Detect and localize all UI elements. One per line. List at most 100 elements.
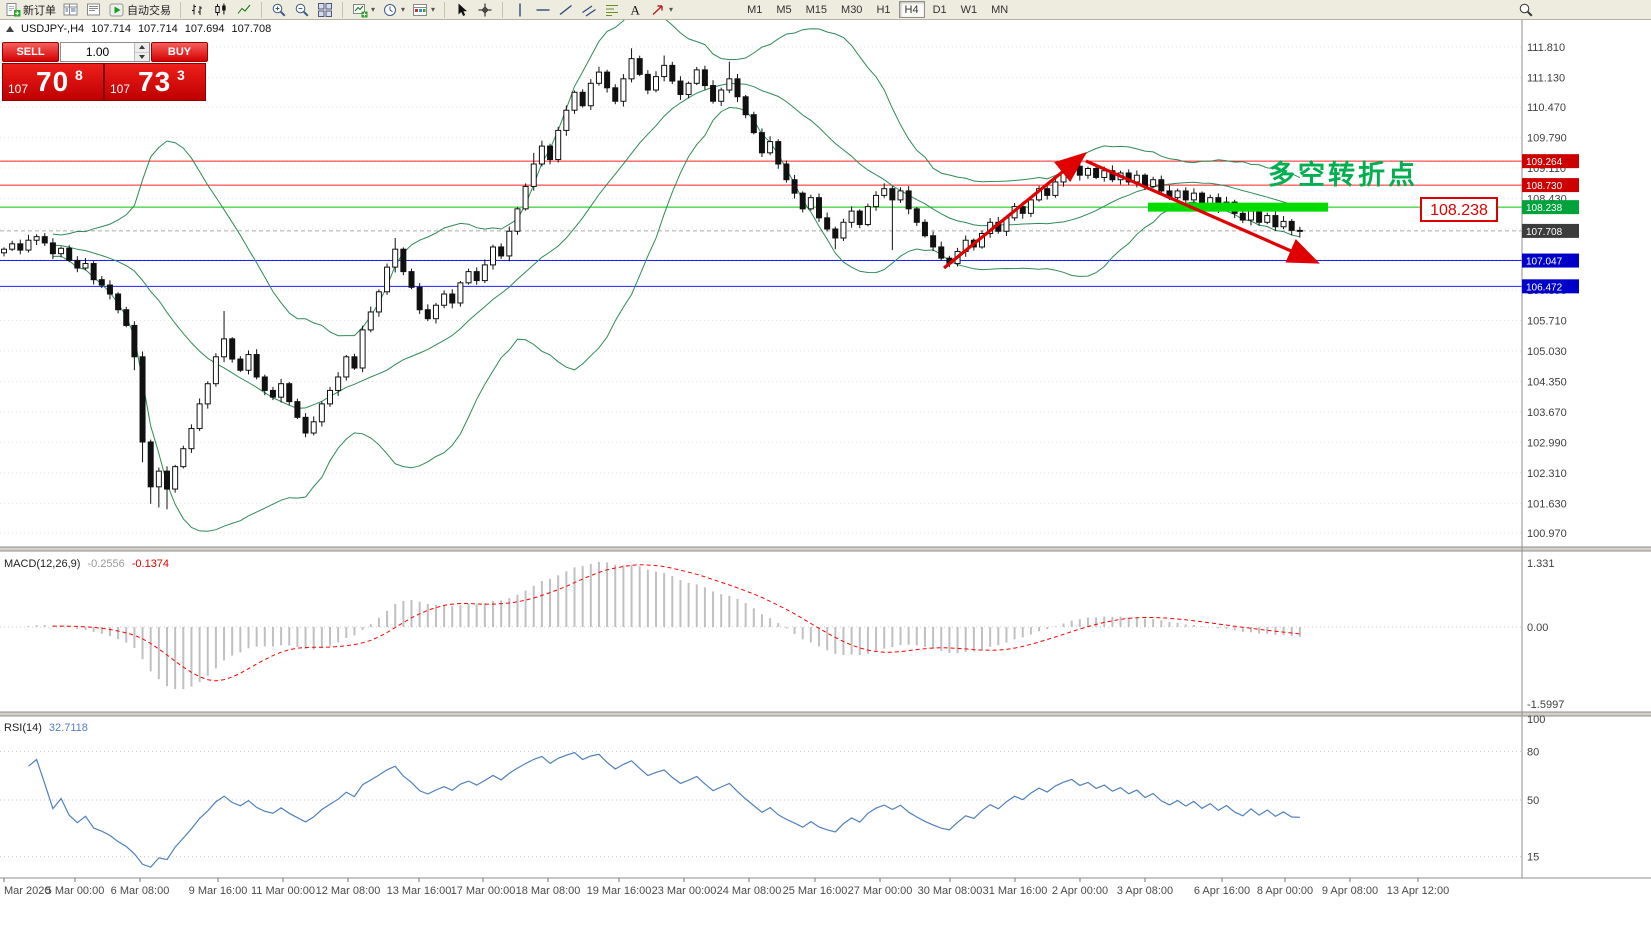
svg-text:19 Mar 16:00: 19 Mar 16:00: [587, 885, 652, 897]
lot-increase-button[interactable]: [135, 43, 149, 53]
horizontal-line-icon: [535, 2, 551, 18]
panel-splitter[interactable]: [0, 547, 1651, 551]
search-button[interactable]: [1515, 1, 1537, 19]
svg-text:106.472: 106.472: [1526, 282, 1563, 293]
lot-size-input[interactable]: [61, 43, 134, 61]
sell-price-pips: 70: [36, 66, 70, 97]
tile-windows-button[interactable]: [314, 1, 336, 19]
new-chart-button[interactable]: ▾: [349, 1, 378, 19]
cursor-icon: [454, 2, 470, 18]
autotrading-button-label: 自动交易: [127, 4, 171, 17]
bb-upper-band: [52, 20, 1301, 337]
market-watch-button[interactable]: [60, 1, 82, 19]
new-order-icon: [5, 2, 21, 18]
timeframe-mn-button[interactable]: MN: [985, 1, 1014, 18]
zoom-in-icon: [271, 2, 287, 18]
candles-chart-button[interactable]: [210, 1, 232, 19]
svg-text:15: 15: [1527, 852, 1539, 864]
trend-arrow-down[interactable]: [1085, 159, 1320, 264]
macd-signal-line: [52, 564, 1300, 682]
rsi-indicator-label: RSI(14) 32.7118: [4, 722, 88, 734]
timeframe-h4-button[interactable]: H4: [898, 1, 925, 18]
sell-price-panel[interactable]: 107 70 8: [2, 63, 104, 101]
svg-text:100: 100: [1527, 714, 1545, 726]
toolbar-separator: [342, 1, 343, 18]
dropdown-arrow-icon: ▾: [401, 5, 406, 14]
timeframe-h1-button[interactable]: H1: [870, 1, 896, 18]
price-callout-box[interactable]: [1420, 197, 1498, 222]
macd-label: MACD(12,26,9): [4, 558, 81, 570]
svg-text:109.264: 109.264: [1526, 157, 1563, 168]
timeframe-d1-button[interactable]: D1: [927, 1, 953, 18]
new-order-button[interactable]: 新订单: [2, 1, 59, 19]
templates-button[interactable]: ▾: [409, 1, 438, 19]
macd-signal-value: -0.1374: [131, 558, 170, 570]
svg-text:6 Mar 08:00: 6 Mar 08:00: [111, 885, 170, 897]
svg-text:107.047: 107.047: [1526, 257, 1563, 268]
horizontal-line-button[interactable]: [532, 1, 554, 19]
trend-arrow-up[interactable]: [942, 151, 1087, 270]
dropdown-arrow-icon: ▾: [431, 5, 436, 14]
svg-text:50: 50: [1527, 795, 1539, 807]
zoom-out-button[interactable]: [291, 1, 313, 19]
crosshair-button[interactable]: [474, 1, 496, 19]
toolbar-separator: [261, 1, 262, 18]
support-zone-bar[interactable]: [1148, 202, 1328, 212]
data-window-button[interactable]: [83, 1, 105, 19]
timeframe-m1-button[interactable]: M1: [741, 1, 768, 18]
symbol-period-label: USDJPY-,H4: [21, 23, 85, 35]
timeframe-m5-button[interactable]: M5: [770, 1, 797, 18]
svg-text:108.730: 108.730: [1526, 181, 1563, 192]
buy-button[interactable]: BUY: [151, 42, 208, 62]
tile-windows-icon: [317, 2, 333, 18]
sell-price-whole: 107: [8, 82, 29, 96]
svg-text:107.708: 107.708: [1526, 227, 1563, 238]
lot-decrease-button[interactable]: [135, 52, 149, 61]
svg-text:27 Mar 00:00: 27 Mar 00:00: [848, 885, 913, 897]
svg-text:5 Mar 00:00: 5 Mar 00:00: [46, 885, 105, 897]
vertical-line-button[interactable]: [509, 1, 531, 19]
chart-area[interactable]: 多空转折点 108.238 111.810 111.130 110.470 109.790…: [0, 20, 1651, 945]
arrows-button[interactable]: ▾: [647, 1, 676, 19]
text-icon: A: [627, 2, 643, 18]
svg-text:111.130: 111.130: [1527, 72, 1565, 84]
svg-text:105.710: 105.710: [1527, 315, 1567, 327]
text-button[interactable]: A: [624, 1, 646, 19]
line-chart-button[interactable]: [233, 1, 255, 19]
svg-text:-1.5997: -1.5997: [1527, 699, 1564, 711]
timeframe-w1-button[interactable]: W1: [955, 1, 984, 18]
turning-point-annotation[interactable]: 多空转折点: [1268, 159, 1418, 190]
ohlc-close: 107.708: [231, 23, 272, 35]
lot-size-field: [60, 42, 150, 62]
macd-main-value: -0.2556: [87, 558, 125, 570]
timeframe-m15-button[interactable]: M15: [800, 1, 833, 18]
svg-text:109.790: 109.790: [1527, 133, 1567, 145]
cursor-button[interactable]: [451, 1, 473, 19]
trendline-icon: [558, 2, 574, 18]
macd-histogram: [19, 561, 1301, 690]
trendline-button[interactable]: [555, 1, 577, 19]
fibonacci-button[interactable]: [601, 1, 623, 19]
chart-canvas[interactable]: 多空转折点 108.238 111.810 111.130 110.470 109.790…: [0, 20, 1651, 945]
svg-text:23 Mar 00:00: 23 Mar 00:00: [652, 885, 717, 897]
sell-button[interactable]: SELL: [2, 42, 59, 62]
ohlc-open: 107.714: [91, 23, 131, 35]
autotrading-button[interactable]: 自动交易: [106, 1, 174, 19]
svg-text:108.238: 108.238: [1526, 203, 1563, 214]
candles-chart-icon: [213, 2, 229, 18]
timeframe-m30-button[interactable]: M30: [835, 1, 868, 18]
svg-text:102.990: 102.990: [1527, 437, 1567, 449]
timeframe-bar: M1 M5 M15 M30 H1 H4 D1 W1 MN: [741, 1, 1014, 18]
buy-price-pips: 73: [138, 66, 172, 97]
zoom-in-button[interactable]: [268, 1, 290, 19]
one-click-collapse-icon[interactable]: [6, 26, 14, 32]
rsi-value: 32.7118: [48, 722, 88, 734]
period-button[interactable]: ▾: [379, 1, 408, 19]
horizontal-level-lines[interactable]: [0, 160, 1522, 287]
bars-chart-button[interactable]: [187, 1, 209, 19]
panel-splitter[interactable]: [0, 712, 1651, 716]
buy-price-panel[interactable]: 107 73 3: [104, 63, 206, 101]
svg-text:110.470: 110.470: [1527, 102, 1566, 114]
channel-button[interactable]: [578, 1, 600, 19]
